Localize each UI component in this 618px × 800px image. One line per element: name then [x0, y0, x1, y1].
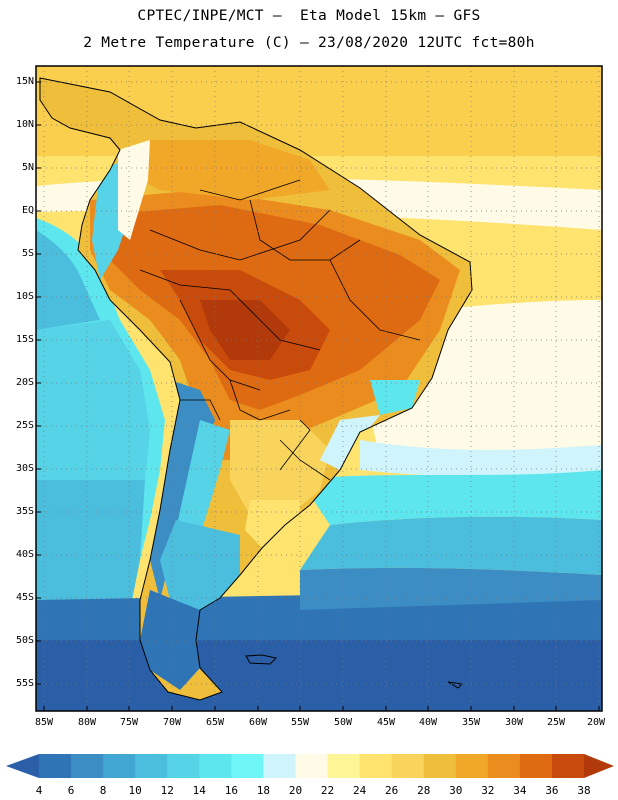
colorbar-label: 36	[545, 784, 559, 797]
colorbar-arrow-low	[6, 754, 39, 778]
colorbar-swatch	[455, 754, 489, 778]
colorbar-label: 8	[99, 784, 107, 797]
lat-label-55s: 55S	[15, 678, 34, 689]
colorbar-label: 16	[224, 784, 238, 797]
color-legend	[6, 754, 614, 778]
lon-label-30w: 30W	[504, 717, 524, 728]
colorbar-label: 14	[192, 784, 206, 797]
lon-label-35w: 35W	[461, 717, 481, 728]
lat-label-50s: 50S	[15, 635, 34, 646]
lon-label-85w: 85W	[34, 717, 54, 728]
colorbar-label: 22	[320, 784, 335, 797]
colorbar-label: 6	[67, 784, 75, 797]
colorbar-label: 26	[385, 784, 399, 797]
colorbar-label: 28	[417, 784, 431, 797]
lat-label-5n: 5N	[21, 162, 34, 173]
colorbar-swatch	[391, 754, 425, 778]
lon-label-60w: 60W	[248, 717, 268, 728]
lon-label-45w: 45W	[376, 717, 396, 728]
colorbar-swatch	[39, 754, 72, 778]
colorbar-swatch	[199, 754, 232, 778]
colorbar-label: 24	[352, 784, 367, 797]
lat-label-10s: 10S	[15, 291, 34, 302]
lon-label-20w: 20W	[586, 717, 606, 728]
colorbar-label: 32	[481, 784, 495, 797]
lon-label-55w: 55W	[290, 717, 310, 728]
colorbar-arrow-high	[584, 754, 614, 778]
colorbar-swatch	[551, 754, 585, 778]
lat-label-40s: 40S	[15, 549, 34, 560]
map-title-line1: CPTEC/INPE/MCT – Eta Model 15km – GFS	[137, 8, 481, 24]
colorbar-swatch	[71, 754, 104, 778]
colorbar-label: 4	[35, 784, 43, 797]
colorbar-swatch	[359, 754, 393, 778]
colorbar-swatch	[167, 754, 200, 778]
colorbar-label: 34	[513, 784, 527, 797]
colorbar-label: 38	[577, 784, 591, 797]
colorbar-label: 10	[128, 784, 142, 797]
colorbar-swatch	[295, 754, 329, 778]
lon-label-80w: 80W	[77, 717, 97, 728]
colorbar-swatch	[423, 754, 457, 778]
colorbar-label: 30	[449, 784, 463, 797]
lon-label-70w: 70W	[162, 717, 182, 728]
colorbar-label: 12	[160, 784, 174, 797]
map-field	[36, 66, 602, 711]
colorbar-swatch	[487, 754, 521, 778]
lon-label-75w: 75W	[119, 717, 139, 728]
colorbar-swatch	[231, 754, 264, 778]
lon-label-50w: 50W	[333, 717, 353, 728]
lat-label-20s: 20S	[15, 377, 34, 388]
colorbar-swatch	[135, 754, 168, 778]
colorbar-swatch	[263, 754, 296, 778]
lon-label-25w: 25W	[546, 717, 566, 728]
lat-label-15n: 15N	[15, 76, 34, 87]
colorbar-swatch	[519, 754, 553, 778]
lat-label-35s: 35S	[15, 506, 34, 517]
colorbar-swatch	[327, 754, 361, 778]
map-frame	[35, 65, 603, 712]
lat-label-25s: 25S	[15, 420, 34, 431]
lon-label-65w: 65W	[205, 717, 225, 728]
lat-label-45s: 45S	[15, 592, 34, 603]
colorbar-label: 20	[288, 784, 303, 797]
colorbar-swatch	[103, 754, 136, 778]
lat-label-30s: 30S	[15, 463, 34, 474]
lat-label-15s: 15S	[15, 334, 34, 345]
map-title-line2: 2 Metre Temperature (C) – 23/08/2020 12U…	[83, 35, 535, 51]
lat-label-10n: 10N	[15, 119, 34, 130]
colorbar-label: 18	[256, 784, 271, 797]
lat-label-eq: EQ	[21, 205, 34, 216]
lon-label-40w: 40W	[418, 717, 438, 728]
lat-label-5s: 5S	[21, 248, 34, 259]
